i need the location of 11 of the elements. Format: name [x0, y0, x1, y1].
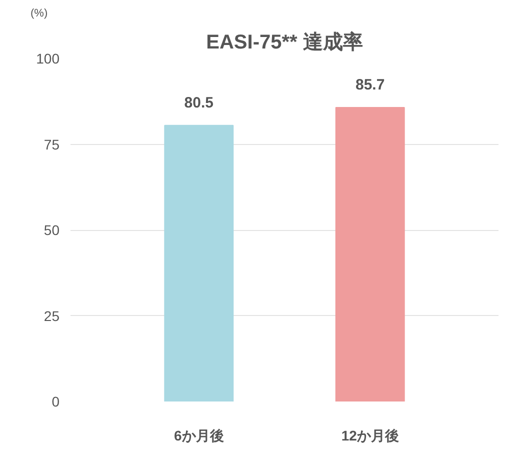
y-tick-label: 50 [44, 222, 60, 238]
x-tick-label: 12か月後 [341, 428, 399, 444]
y-tick-label: 75 [44, 136, 60, 152]
y-tick-label: 0 [52, 394, 60, 410]
y-axis-title: (%) [30, 8, 48, 20]
data-label: 85.7 [356, 76, 385, 94]
chart-title: EASI-75** 達成率 [206, 30, 363, 54]
y-tick-label: 100 [36, 50, 60, 66]
data-label: 80.5 [184, 94, 214, 112]
x-tick-label: 6か月後 [174, 428, 224, 444]
y-tick-label: 25 [44, 308, 60, 324]
